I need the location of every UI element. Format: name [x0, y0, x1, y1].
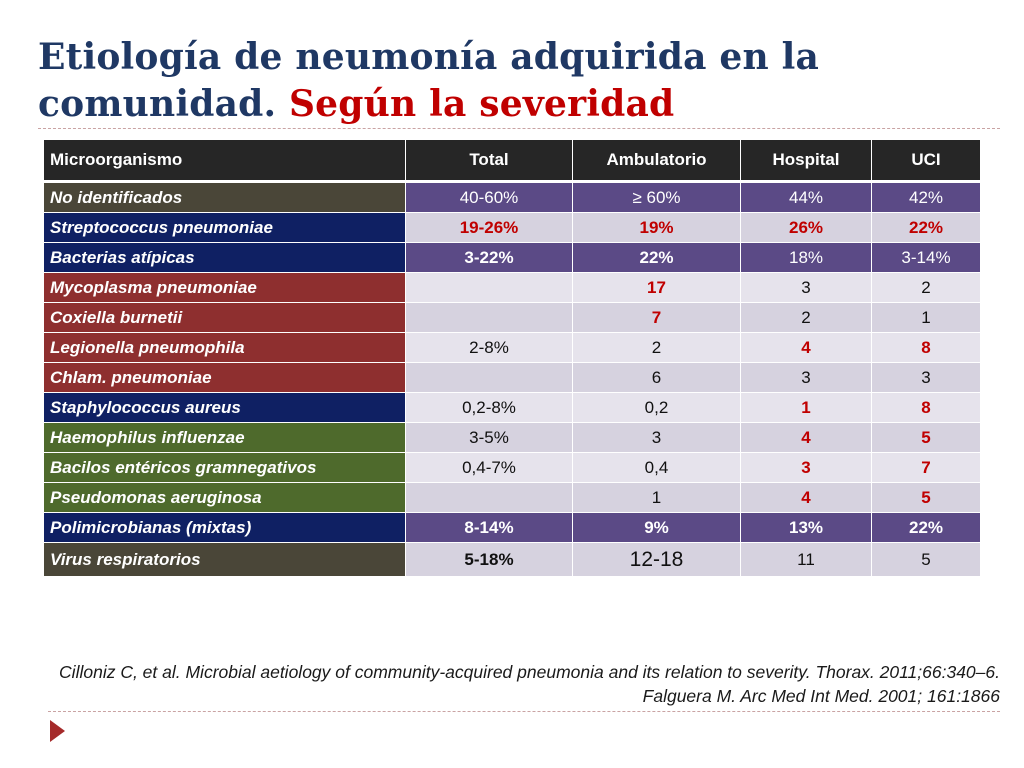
cell-ambulatorio: 0,4: [572, 452, 741, 483]
row-name: Chlam. pneumoniae: [43, 362, 406, 393]
cell-total: [405, 362, 573, 393]
row-name: Haemophilus influenzae: [43, 422, 406, 453]
cell-hospital: 18%: [740, 242, 872, 273]
cell-uci: 7: [871, 452, 981, 483]
header-total: Total: [405, 139, 573, 183]
cell-uci: 3-14%: [871, 242, 981, 273]
row-name: No identificados: [43, 181, 406, 213]
cell-hospital: 4: [740, 482, 872, 513]
table-row: Staphylococcus aureus 0,2-8% 0,2 1 8: [43, 392, 981, 423]
cell-uci: 5: [871, 542, 981, 577]
row-name: Mycoplasma pneumoniae: [43, 272, 406, 303]
header-ambulatorio: Ambulatorio: [572, 139, 741, 183]
cell-total: [405, 272, 573, 303]
cell-uci: 5: [871, 422, 981, 453]
cell-total: 5-18%: [405, 542, 573, 577]
row-name: Polimicrobianas (mixtas): [43, 512, 406, 543]
cell-ambulatorio: 2: [572, 332, 741, 363]
cell-ambulatorio: ≥ 60%: [572, 181, 741, 213]
title-line1: Etiología de neumonía adquirida en la: [38, 36, 820, 78]
header-hospital: Hospital: [740, 139, 872, 183]
row-name: Staphylococcus aureus: [43, 392, 406, 423]
cell-total: 3-22%: [405, 242, 573, 273]
citation-line1: Cilloniz C, et al. Microbial aetiology o…: [59, 662, 1000, 682]
cell-uci: 1: [871, 302, 981, 333]
header-uci: UCI: [871, 139, 981, 183]
cell-total: 19-26%: [405, 212, 573, 243]
cell-ambulatorio: 17: [572, 272, 741, 303]
citation: Cilloniz C, et al. Microbial aetiology o…: [20, 660, 1000, 708]
row-name: Streptococcus pneumoniae: [43, 212, 406, 243]
arrow-icon: [50, 720, 65, 742]
cell-ambulatorio: 12-18: [572, 542, 741, 577]
row-name: Pseudomonas aeruginosa: [43, 482, 406, 513]
table-row: Virus respiratorios 5-18% 12-18 11 5: [43, 542, 981, 577]
cell-ambulatorio: 3: [572, 422, 741, 453]
cell-uci: 22%: [871, 512, 981, 543]
cell-total: 0,2-8%: [405, 392, 573, 423]
table-row: Haemophilus influenzae 3-5% 3 4 5: [43, 422, 981, 453]
table-row: No identificados 40-60% ≥ 60% 44% 42%: [43, 181, 981, 213]
row-name: Bacilos entéricos gramnegativos: [43, 452, 406, 483]
cell-uci: 8: [871, 332, 981, 363]
citation-line2: Falguera M. Arc Med Int Med. 2001; 161:1…: [642, 686, 1000, 706]
cell-hospital: 11: [740, 542, 872, 577]
etiology-table: Microorganismo Total Ambulatorio Hospita…: [43, 139, 981, 577]
table-header-row: Microorganismo Total Ambulatorio Hospita…: [43, 139, 981, 183]
table-row: Polimicrobianas (mixtas) 8-14% 9% 13% 22…: [43, 512, 981, 543]
footer-divider: [48, 711, 1000, 712]
table-row: Mycoplasma pneumoniae 17 3 2: [43, 272, 981, 303]
cell-uci: 3: [871, 362, 981, 393]
cell-uci: 22%: [871, 212, 981, 243]
cell-uci: 2: [871, 272, 981, 303]
cell-hospital: 44%: [740, 181, 872, 213]
table-row: Coxiella burnetii 7 2 1: [43, 302, 981, 333]
cell-ambulatorio: 0,2: [572, 392, 741, 423]
header-microorganismo: Microorganismo: [43, 139, 406, 183]
table-row: Legionella pneumophila 2-8% 2 4 8: [43, 332, 981, 363]
cell-ambulatorio: 7: [572, 302, 741, 333]
row-name: Bacterias atípicas: [43, 242, 406, 273]
cell-uci: 5: [871, 482, 981, 513]
row-name: Coxiella burnetii: [43, 302, 406, 333]
cell-total: 2-8%: [405, 332, 573, 363]
title-divider: [38, 128, 1000, 129]
cell-total: 8-14%: [405, 512, 573, 543]
cell-ambulatorio: 19%: [572, 212, 741, 243]
cell-uci: 42%: [871, 181, 981, 213]
cell-ambulatorio: 22%: [572, 242, 741, 273]
cell-total: [405, 302, 573, 333]
cell-total: 40-60%: [405, 181, 573, 213]
cell-ambulatorio: 1: [572, 482, 741, 513]
table-row: Bacilos entéricos gramnegativos 0,4-7% 0…: [43, 452, 981, 483]
cell-hospital: 3: [740, 452, 872, 483]
cell-uci: 8: [871, 392, 981, 423]
cell-hospital: 2: [740, 302, 872, 333]
cell-hospital: 4: [740, 422, 872, 453]
cell-hospital: 26%: [740, 212, 872, 243]
title-line2-plain: comunidad.: [38, 83, 289, 125]
cell-hospital: 3: [740, 362, 872, 393]
cell-total: 0,4-7%: [405, 452, 573, 483]
cell-ambulatorio: 9%: [572, 512, 741, 543]
cell-hospital: 4: [740, 332, 872, 363]
table-row: Chlam. pneumoniae 6 3 3: [43, 362, 981, 393]
cell-total: 3-5%: [405, 422, 573, 453]
table-row: Bacterias atípicas 3-22% 22% 18% 3-14%: [43, 242, 981, 273]
table-row: Pseudomonas aeruginosa 1 4 5: [43, 482, 981, 513]
cell-hospital: 3: [740, 272, 872, 303]
cell-hospital: 13%: [740, 512, 872, 543]
table-row: Streptococcus pneumoniae 19-26% 19% 26% …: [43, 212, 981, 243]
row-name: Virus respiratorios: [43, 542, 406, 577]
row-name: Legionella pneumophila: [43, 332, 406, 363]
cell-hospital: 1: [740, 392, 872, 423]
slide-title: Etiología de neumonía adquirida en la com…: [38, 34, 998, 128]
title-accent: Según la severidad: [288, 83, 675, 125]
cell-total: [405, 482, 573, 513]
cell-ambulatorio: 6: [572, 362, 741, 393]
